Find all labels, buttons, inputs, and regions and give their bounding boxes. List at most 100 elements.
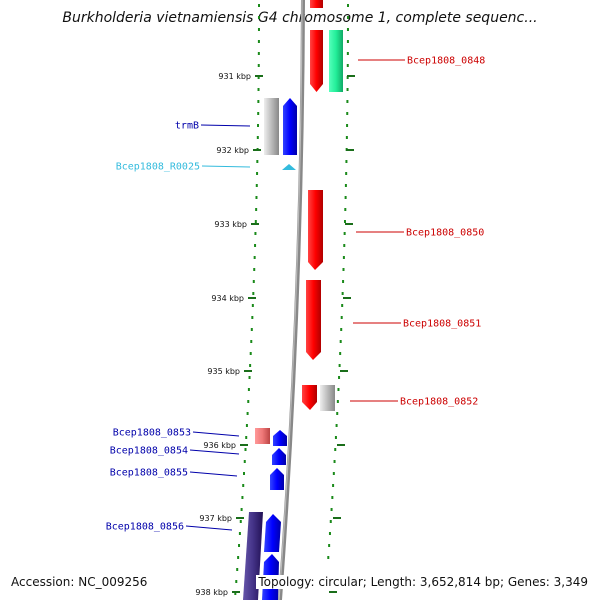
gene-labels: Bcep1808_0848 Bcep1808_0850 Bcep1808_0851 B… (106, 56, 486, 533)
track-dot (343, 232, 346, 235)
track-dot (346, 76, 349, 79)
track-dot (257, 28, 260, 31)
gene-bcep1808-0849[interactable] (329, 30, 343, 92)
track-dot (343, 244, 346, 247)
scale-tick-right (340, 370, 348, 372)
track-dot (345, 172, 348, 175)
track-dot (258, 4, 260, 7)
track-dot (331, 496, 334, 499)
gene-bcep1808-0853[interactable] (255, 428, 270, 444)
track-dot (238, 532, 241, 535)
track-dot (240, 508, 243, 511)
scale-tick-label: 933 kbp (214, 220, 247, 229)
track-dot (338, 376, 341, 379)
scale-tick-right (337, 444, 345, 446)
track-dot (347, 4, 349, 7)
gene-bcep1808-0848-top[interactable] (310, 0, 323, 8)
gene-bcep1808-0853b[interactable] (273, 430, 287, 446)
track-dot (255, 184, 258, 187)
features-forward (302, 0, 343, 411)
gene-label-line (189, 449, 240, 455)
track-dot (346, 88, 349, 91)
track-dot (256, 160, 259, 163)
track-dot (346, 52, 349, 55)
gene-label[interactable]: Bcep1808_0851 (403, 319, 481, 330)
track-dot (344, 196, 347, 199)
gene-label[interactable]: Bcep1808_0852 (400, 397, 478, 408)
track-dot (256, 136, 259, 139)
gene-label[interactable]: Bcep1808_0848 (407, 56, 485, 67)
track-dot (254, 232, 257, 235)
gene-bcep1808-r0025[interactable] (282, 164, 296, 170)
track-dot (346, 64, 349, 67)
track-dot (342, 256, 345, 259)
track-dot (257, 100, 260, 103)
track-dot (346, 100, 349, 103)
track-dot (343, 220, 346, 223)
gene-label[interactable]: Bcep1808_0854 (110, 446, 188, 457)
track-dot (236, 568, 239, 571)
scale-tick-label: 937 kbp (199, 514, 232, 523)
scale-tick-label: 931 kbp (218, 72, 251, 81)
track-dot (254, 220, 257, 223)
track-dot (249, 352, 252, 355)
gene-bcep1808-0850[interactable] (308, 190, 323, 270)
track-dot (242, 484, 245, 487)
gene-label[interactable]: Bcep1808_0850 (406, 228, 484, 239)
gene-bcep1808-0852b[interactable] (320, 385, 335, 411)
gene-bcep1808-0852[interactable] (302, 385, 317, 410)
track-dot (257, 112, 260, 115)
track-dot (249, 364, 252, 367)
track-dot (346, 112, 349, 115)
gene-bcep1808-0855[interactable] (270, 468, 284, 490)
scale-tick (232, 591, 240, 593)
gene-label[interactable]: Bcep1808_0856 (106, 522, 184, 533)
track-dot (329, 520, 332, 523)
track-dot (243, 460, 246, 463)
scale-tick-label: 934 kbp (211, 294, 244, 303)
track-dot (246, 412, 249, 415)
track-dot (251, 316, 254, 319)
gene-bcep1808-0856[interactable] (264, 514, 281, 552)
track-dot (346, 28, 349, 31)
scale-tick-right (345, 223, 353, 225)
scale-tick-label: 935 kbp (207, 367, 240, 376)
gene-bcep1808-0854[interactable] (272, 448, 286, 465)
scale-tick-right (347, 75, 355, 77)
track-dot (252, 280, 255, 283)
track-dot (335, 424, 338, 427)
gene-trmb[interactable] (283, 98, 297, 155)
gene-label[interactable]: Bcep1808_R0025 (116, 162, 200, 173)
track-dot (338, 364, 341, 367)
track-dot (247, 400, 250, 403)
track-dot (342, 268, 345, 271)
scale-tick-right (329, 591, 337, 593)
track-dot (346, 124, 349, 127)
track-dot (333, 460, 336, 463)
scale-tick (255, 75, 263, 77)
gene-label[interactable]: Bcep1808_0855 (110, 468, 188, 479)
track-dot (346, 40, 349, 43)
gene-label[interactable]: Bcep1808_0853 (113, 428, 191, 439)
track-dot (334, 448, 337, 451)
track-dot (257, 40, 260, 43)
gene-bcep1808-0851[interactable] (306, 280, 321, 360)
scale-tick (236, 517, 244, 519)
gene-trmb-pseudo[interactable] (264, 98, 279, 155)
gene-bcep1808-0848[interactable] (310, 30, 323, 92)
track-dot (254, 244, 257, 247)
scale-tick (244, 370, 252, 372)
track-dot (342, 280, 345, 283)
scale-tick (253, 149, 261, 151)
gene-label-line (201, 165, 251, 168)
gene-label[interactable]: trmB (175, 121, 199, 132)
track-dot (345, 136, 348, 139)
track-dot (344, 184, 347, 187)
track-dot (341, 304, 344, 307)
scale-tick (240, 444, 248, 446)
track-dot (237, 556, 240, 559)
track-dot (257, 16, 260, 19)
features-reverse (243, 98, 297, 600)
gene-label-line (192, 431, 240, 437)
track-dot (336, 412, 339, 415)
